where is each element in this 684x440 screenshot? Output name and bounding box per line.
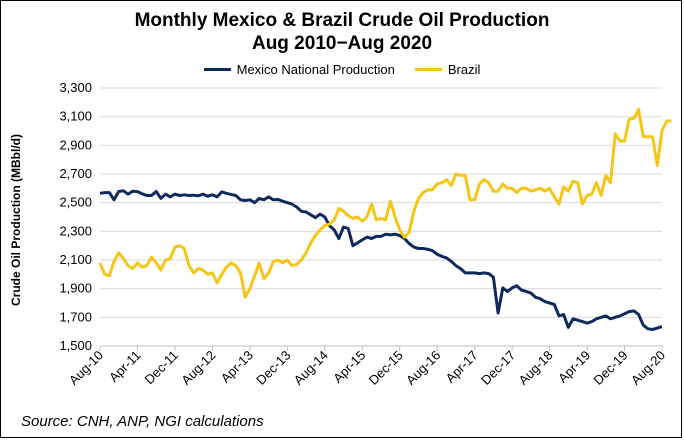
legend-item-brazil: Brazil — [414, 62, 481, 77]
series-line-brazil — [98, 108, 672, 299]
legend-label-mexico: Mexico National Production — [236, 62, 395, 77]
y-tick-label: 3,100 — [59, 109, 92, 124]
legend-swatch-mexico — [203, 68, 231, 71]
chart-legend: Mexico National Production Brazil — [0, 62, 684, 77]
x-tick-label: Aug-16 — [403, 348, 443, 388]
y-tick-label: 1,900 — [59, 281, 92, 296]
legend-swatch-brazil — [414, 68, 442, 71]
x-tick-label: Aug-18 — [515, 348, 555, 388]
x-tick-label: Aug-12 — [178, 348, 218, 388]
y-tick-label: 1,700 — [59, 309, 92, 324]
y-tick-label: 2,500 — [59, 195, 92, 210]
x-tick-label: Aug-10 — [66, 348, 106, 388]
x-tick-label: Apr-17 — [443, 348, 481, 386]
x-tick-label: Aug-14 — [291, 348, 331, 388]
x-tick-label: Dec-13 — [253, 348, 293, 388]
x-tick-label: Aug-20 — [628, 348, 668, 388]
series-lines — [98, 108, 672, 331]
x-tick-label: Dec-15 — [366, 348, 406, 388]
x-tick-label: Apr-19 — [555, 348, 593, 386]
x-tick-label: Dec-19 — [590, 348, 630, 388]
source-note: Source: CNH, ANP, NGI calculations — [21, 413, 264, 430]
legend-item-mexico: Mexico National Production — [203, 62, 395, 77]
y-tick-label: 2,700 — [59, 166, 92, 181]
chart-title-line-2: Aug 2010−Aug 2020 — [251, 33, 433, 54]
y-axis-ticks: 1,500 1,700 1,900 2,100 2,300 2,500 2,700 2,900… — [59, 80, 92, 353]
gridlines — [100, 87, 662, 318]
x-tick-label: Apr-15 — [330, 348, 368, 386]
y-tick-label: 2,100 — [59, 252, 92, 267]
y-tick-label: 2,900 — [59, 137, 92, 152]
y-tick-label: 1,500 — [59, 338, 92, 353]
x-tick-label: Apr-11 — [106, 348, 144, 386]
x-tick-label: Apr-13 — [218, 348, 256, 386]
y-tick-label: 3,300 — [59, 80, 92, 95]
series-line-mexico — [99, 189, 663, 331]
chart-title-line-1: Monthly Mexico & Brazil Crude Oil Produc… — [134, 10, 550, 31]
x-tick-label: Dec-17 — [478, 348, 518, 388]
y-tick-label: 2,300 — [59, 223, 92, 238]
legend-label-brazil: Brazil — [447, 62, 481, 77]
x-tick-label: Dec-11 — [141, 348, 181, 388]
